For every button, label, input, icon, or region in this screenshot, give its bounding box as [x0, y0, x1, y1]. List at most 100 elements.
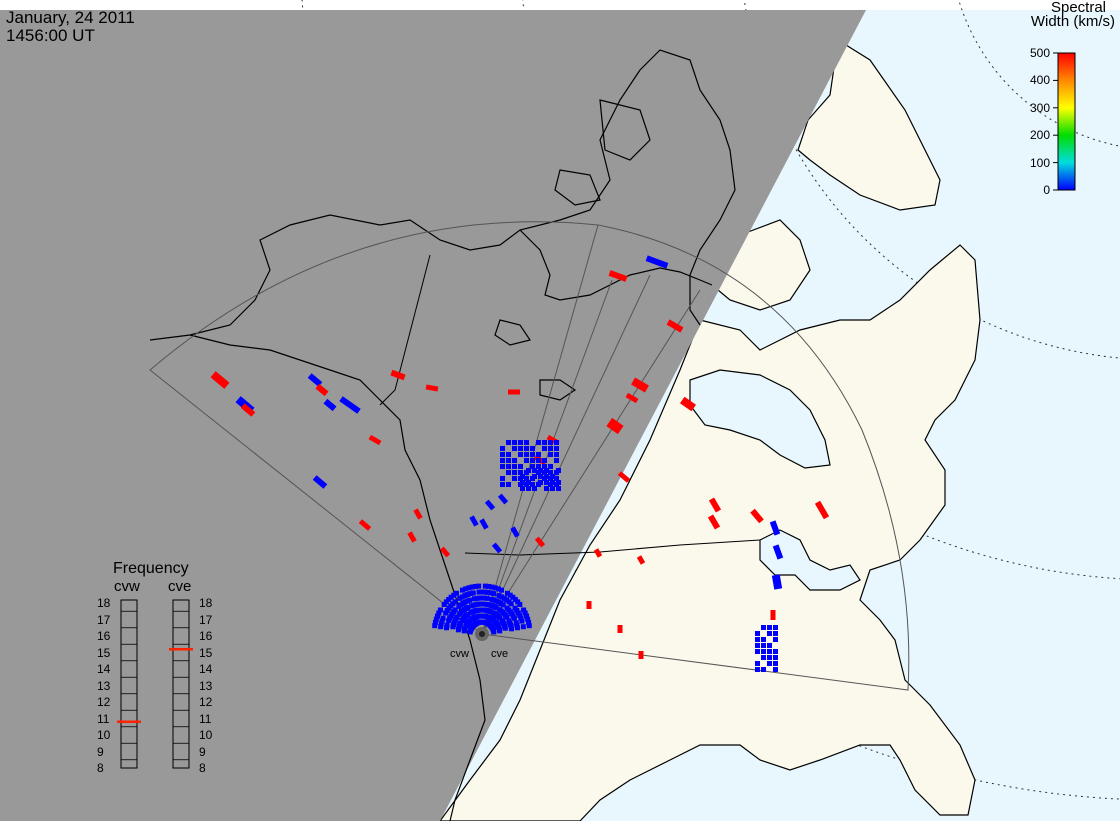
- echo-cell: [496, 593, 502, 599]
- hudson-bay: [689, 369, 831, 469]
- colorbar-ticks: [1053, 52, 1058, 191]
- echo-cell: [518, 615, 524, 621]
- echo-cell: [750, 508, 764, 524]
- echo-cell: [504, 590, 510, 596]
- echo-cell: [520, 480, 525, 485]
- echo-cell: [470, 590, 476, 596]
- echo-cell: [538, 474, 543, 479]
- echo-cell: [495, 586, 501, 592]
- echo-cell: [432, 619, 438, 625]
- echo-cell: [469, 584, 475, 590]
- echo-cell: [755, 631, 760, 636]
- echo-cell: [486, 583, 492, 589]
- frequency-tick-label-right: 11: [199, 711, 212, 726]
- echo-cell: [515, 599, 521, 605]
- echo-cell: [500, 452, 505, 457]
- echo-cell: [476, 583, 482, 589]
- echo-cell: [511, 615, 517, 621]
- echo-cell: [773, 667, 778, 672]
- echo-cell: [708, 497, 722, 513]
- echo-cell: [556, 486, 561, 491]
- echo-cell: [532, 486, 537, 491]
- echo-cell: [666, 319, 684, 333]
- echo-cell: [534, 536, 546, 548]
- echo-cell: [645, 255, 669, 269]
- freq-bar-cvw: [120, 599, 138, 769]
- frequency-tick-label-right: 9: [199, 744, 206, 759]
- echo-cell: [517, 601, 523, 607]
- echo-cell: [518, 440, 523, 445]
- echo-cell: [554, 476, 559, 481]
- date-label: January, 24 2011: [6, 8, 135, 27]
- frequency-cve-label: cve: [168, 578, 192, 595]
- echo-cell: [476, 595, 482, 601]
- echo-cell: [465, 592, 471, 598]
- echo-cell: [459, 594, 465, 600]
- echo-cell: [554, 452, 559, 457]
- echo-cell: [451, 592, 457, 598]
- echo-cell: [510, 526, 520, 538]
- echo-cell: [307, 373, 323, 387]
- echo-cell: [520, 486, 525, 491]
- echo-cell: [508, 389, 520, 395]
- radar-label-cvw: cvw: [450, 648, 469, 660]
- echo-cell: [407, 531, 417, 543]
- echo-cell: [773, 637, 778, 642]
- echo-cell: [425, 384, 439, 392]
- echo-cell: [773, 625, 778, 630]
- echo-cell: [608, 270, 628, 282]
- echo-cell: [770, 610, 776, 620]
- radar-site-center: [479, 631, 485, 637]
- echo-cell: [755, 637, 760, 642]
- echo-cell: [518, 446, 523, 451]
- echo-cell: [548, 440, 553, 445]
- echo-cell: [465, 605, 471, 611]
- echo-cell: [500, 464, 505, 469]
- echo-cell: [507, 592, 513, 598]
- echo-cell: [434, 613, 440, 619]
- echo-cell: [476, 607, 482, 613]
- radar-label-cve: cve: [491, 648, 509, 660]
- echo-cell: [586, 601, 592, 609]
- echo-cell: [312, 475, 328, 489]
- echo-cell: [524, 613, 530, 619]
- echo-cell: [536, 452, 541, 457]
- echo-cell: [482, 583, 488, 589]
- echo-cell: [454, 590, 460, 596]
- echo-cell: [484, 595, 490, 601]
- echo-cell: [526, 486, 531, 491]
- echo-cell: [548, 446, 553, 451]
- echo-cell: [767, 649, 772, 654]
- echo-cell: [452, 607, 458, 613]
- echo-cell: [773, 631, 778, 636]
- freq-bar-cve: [172, 599, 190, 769]
- echo-cell: [536, 464, 541, 469]
- echo-cell: [457, 595, 463, 601]
- echo-cell: [773, 655, 778, 660]
- echo-cell: [482, 589, 488, 595]
- echo-cell: [518, 470, 523, 475]
- echo-cell: [532, 468, 537, 473]
- frequency-tick-label-left: 10: [97, 728, 111, 742]
- echo-cell: [441, 601, 447, 607]
- colorbar-tick-label: 100: [1029, 155, 1050, 170]
- echo-cell: [548, 464, 553, 469]
- echo-cell: [499, 594, 505, 600]
- echo-cell: [506, 464, 511, 469]
- echo-cell: [755, 649, 760, 654]
- echo-cell: [502, 625, 508, 631]
- echo-cell: [550, 480, 555, 485]
- echo-cell: [508, 601, 514, 607]
- echo-cell: [526, 619, 532, 625]
- echo-cell: [536, 440, 541, 445]
- echo-cell: [497, 493, 509, 505]
- frequency-tick-label-left: 8: [97, 761, 104, 775]
- frequency-tick-label-left: 17: [97, 612, 111, 627]
- frequency-tick-label-left: 13: [97, 678, 111, 693]
- echo-cell: [524, 440, 529, 445]
- echo-cell: [485, 589, 491, 595]
- echo-cell: [433, 616, 439, 622]
- echo-cell: [491, 591, 497, 597]
- echo-cell: [390, 369, 406, 381]
